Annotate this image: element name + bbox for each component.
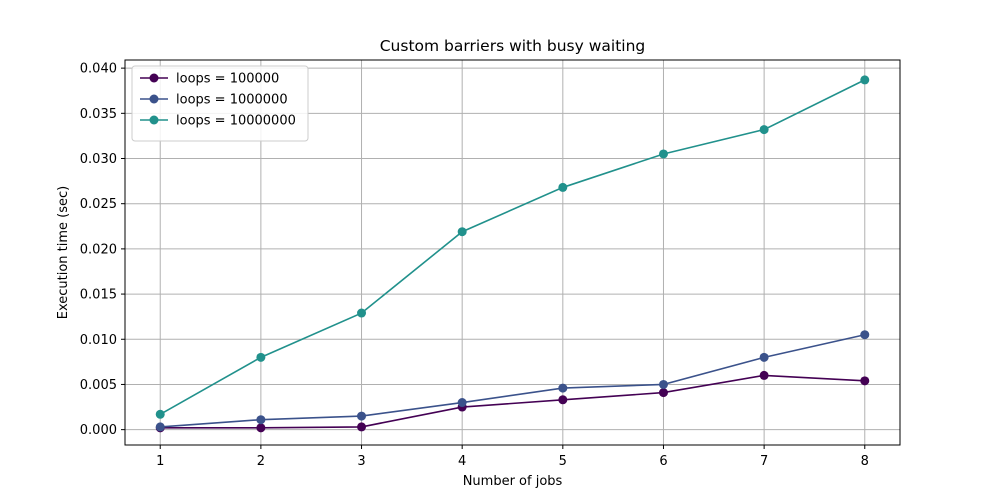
y-tick-label: 0.015 xyxy=(80,288,117,303)
data-point xyxy=(558,383,568,393)
data-point xyxy=(558,182,568,192)
data-point xyxy=(860,75,870,85)
y-tick-label: 0.000 xyxy=(80,423,117,438)
legend-item-2: loops = 1000000 xyxy=(140,93,288,108)
y-tick-label: 0.005 xyxy=(80,378,117,393)
x-tick-label: 8 xyxy=(861,454,869,469)
grid-lines xyxy=(125,60,900,445)
plot-frame xyxy=(124,59,901,446)
series-line xyxy=(159,79,866,415)
legend-box xyxy=(131,65,309,142)
data-point xyxy=(457,227,467,237)
x-tick-label: 7 xyxy=(760,454,768,469)
data-point xyxy=(357,422,367,432)
data-point xyxy=(256,423,266,433)
legend: loops = 100000 loops = 1000000 loops = 100… xyxy=(131,65,309,142)
legend-label: loops = 1000000 xyxy=(176,93,288,108)
axis-ticks: 1 2 3 4 5 6 7 8 0.000 0.005 0.010 0.015 0.020 0.025 0.… xyxy=(80,62,869,469)
x-tick-label: 3 xyxy=(357,454,365,469)
data-point xyxy=(658,149,668,159)
data-point xyxy=(256,352,266,362)
data-point xyxy=(155,409,165,419)
series-line xyxy=(160,333,865,428)
data-point xyxy=(860,330,870,340)
legend-item-3: loops = 10000000 xyxy=(140,114,296,129)
data-point xyxy=(256,415,266,425)
legend-item-1: loops = 100000 xyxy=(140,72,279,87)
y-tick-label: 0.030 xyxy=(80,152,117,167)
y-tick-label: 0.020 xyxy=(80,242,117,257)
y-axis-label: Execution time (sec) xyxy=(56,186,71,320)
data-point xyxy=(357,308,367,318)
legend-marker xyxy=(149,115,159,125)
x-tick-label: 4 xyxy=(458,454,466,469)
x-tick-label: 1 xyxy=(156,454,164,469)
series-group xyxy=(155,75,870,433)
data-point xyxy=(759,370,769,380)
data-point xyxy=(759,352,769,362)
data-point xyxy=(658,388,668,398)
x-tick-label: 5 xyxy=(559,454,567,469)
legend-label: loops = 100000 xyxy=(176,72,279,87)
data-point xyxy=(357,411,367,421)
series-line xyxy=(160,374,865,429)
y-tick-label: 0.010 xyxy=(80,333,117,348)
data-point xyxy=(155,422,165,432)
series-2 xyxy=(155,330,870,432)
data-point xyxy=(860,376,870,386)
legend-marker xyxy=(149,94,159,104)
y-tick-label: 0.025 xyxy=(80,197,117,212)
data-point xyxy=(558,395,568,405)
data-point xyxy=(457,398,467,408)
legend-marker xyxy=(149,73,159,83)
y-tick-label: 0.040 xyxy=(80,62,117,77)
series-3 xyxy=(155,75,870,419)
legend-label: loops = 10000000 xyxy=(176,114,296,129)
x-tick-label: 6 xyxy=(659,454,667,469)
x-tick-label: 2 xyxy=(257,454,265,469)
data-point xyxy=(759,125,769,135)
x-axis-label: Number of jobs xyxy=(463,474,563,489)
chart-title: Custom barriers with busy waiting xyxy=(380,37,646,55)
data-point xyxy=(658,379,668,389)
y-tick-label: 0.035 xyxy=(80,107,117,122)
